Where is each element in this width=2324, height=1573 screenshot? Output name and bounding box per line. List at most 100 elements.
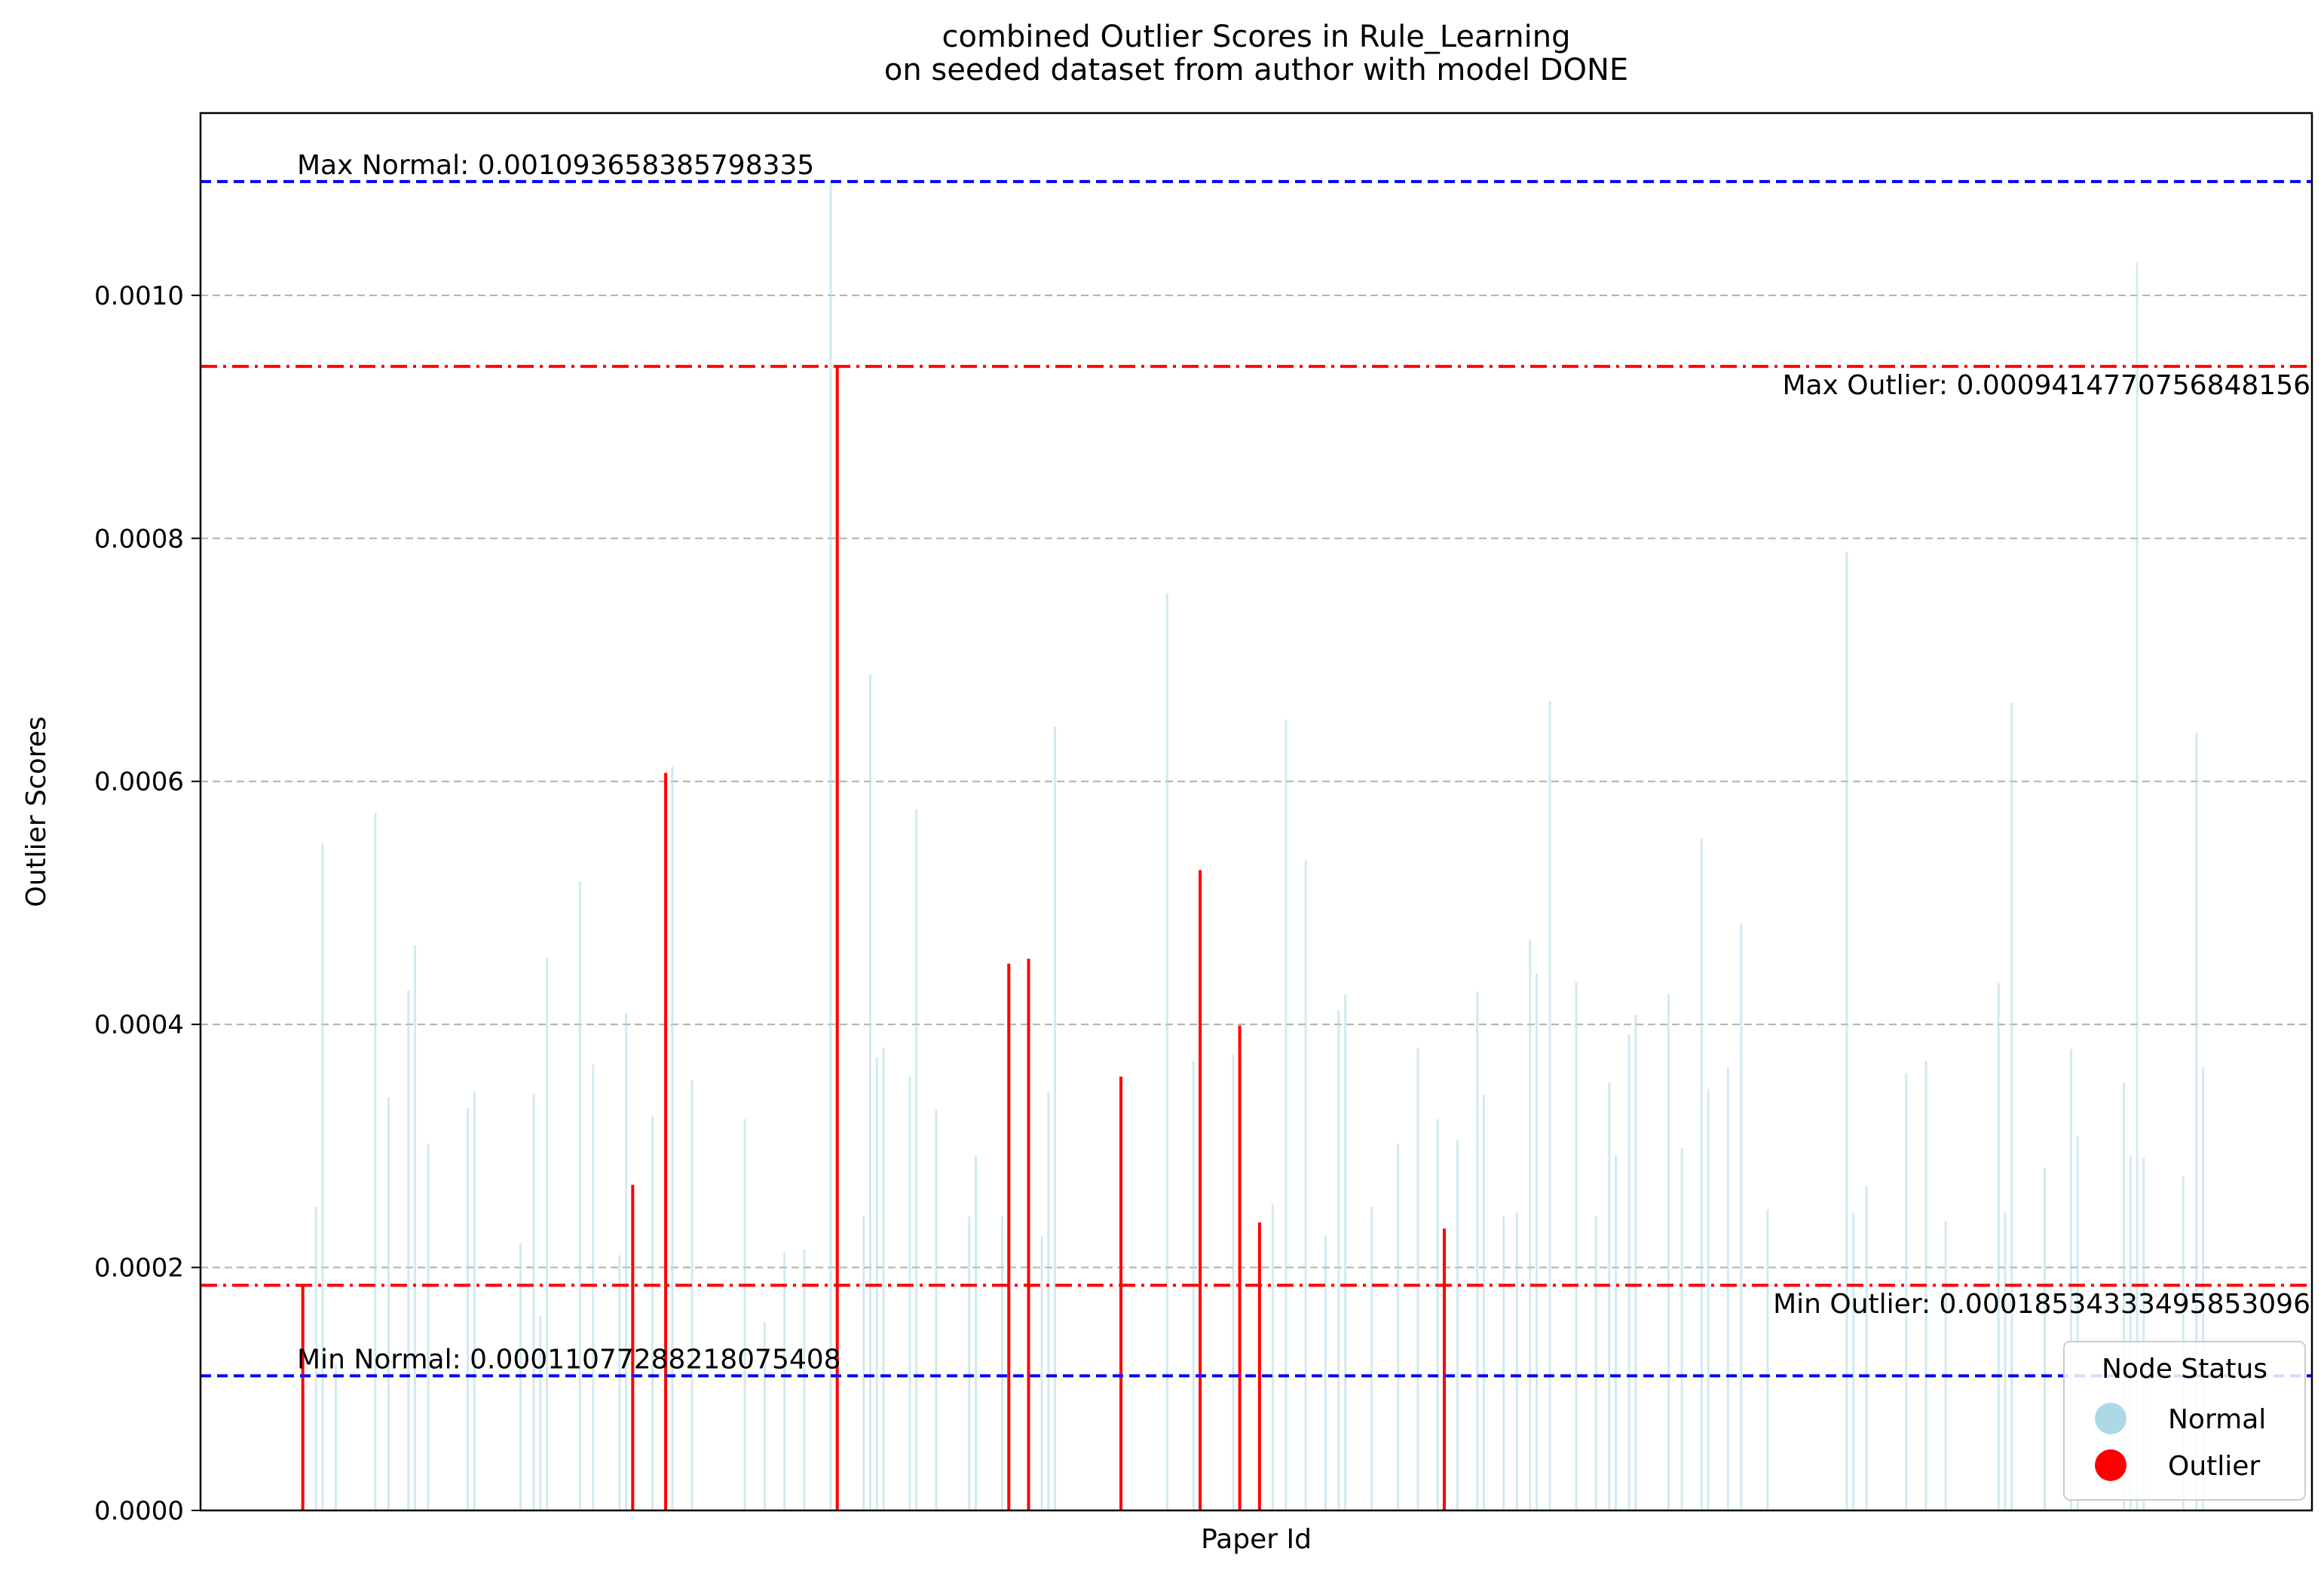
normal-bar (783, 1253, 786, 1510)
legend-marker (2095, 1449, 2127, 1481)
normal-bar (413, 945, 416, 1510)
normal-bar (1536, 973, 1539, 1510)
normal-bar (1515, 1213, 1518, 1510)
legend-marker (2095, 1403, 2127, 1434)
normal-bar (2010, 702, 2013, 1511)
normal-bar (1766, 1209, 1769, 1510)
reference-line-label: Min Outlier: 0.00018534333495853096 (1773, 1289, 2310, 1320)
legend-label: Outlier (2168, 1451, 2260, 1482)
y-gridlines (201, 294, 2312, 1268)
legend: Node Status Normal Outlier (2063, 1341, 2306, 1501)
normal-bar (651, 1115, 654, 1510)
normal-bar (2202, 1067, 2205, 1510)
outlier-bar (301, 1285, 305, 1510)
normal-bar (1001, 1216, 1004, 1510)
normal-bar (908, 1076, 911, 1510)
normal-bar (618, 1255, 621, 1510)
normal-bar (1667, 993, 1670, 1510)
normal-bar (1852, 1213, 1855, 1510)
normal-bar (690, 1080, 694, 1510)
y-tick-label: 0.0000 (94, 1496, 184, 1526)
y-tick-label: 0.0010 (94, 281, 184, 311)
normal-bar (1370, 1206, 1373, 1510)
normal-bar (2004, 1213, 2007, 1510)
reference-line-label: Max Outlier: 0.0009414770756848156 (1782, 370, 2310, 401)
normal-bar (1397, 1143, 1400, 1510)
normal-bar (2076, 1136, 2079, 1510)
normal-bar (1634, 1014, 1637, 1510)
normal-bar (2043, 1168, 2046, 1510)
normal-bar (1615, 1155, 1618, 1510)
outlier-bar (1007, 963, 1011, 1510)
normal-bar (829, 181, 832, 1510)
normal-bar (1476, 991, 1479, 1510)
outlier-bars (301, 366, 1446, 1510)
normal-bar (1271, 1204, 1274, 1510)
normal-bar (539, 1316, 542, 1510)
normal-bar (473, 1091, 476, 1510)
normal-bar (1324, 1235, 1327, 1510)
normal-bar (1700, 838, 1703, 1510)
normal-bar (915, 809, 918, 1510)
normal-bar (1608, 1082, 1611, 1510)
reference-line-label: Max Normal: 0.001093658385798335 (297, 150, 814, 181)
normal-bar (1997, 983, 2000, 1510)
y-axis: 0.0000 0.0002 0.0004 0.0006 0.0008 0.0010 (94, 281, 201, 1526)
normal-bar (1548, 701, 1551, 1510)
normal-bar (1707, 1088, 1710, 1510)
normal-bar (803, 1249, 806, 1510)
normal-bar (374, 813, 377, 1510)
normal-bar (1575, 981, 1578, 1510)
legend-label: Normal (2168, 1404, 2266, 1435)
normal-bar (467, 1108, 470, 1510)
y-tick-label: 0.0002 (94, 1253, 184, 1284)
normal-bar (882, 1047, 885, 1510)
normal-bar (2136, 262, 2139, 1511)
normal-bar (2195, 733, 2198, 1510)
chart-title: combined Outlier Scores in Rule_Learning… (884, 20, 1628, 87)
plot-frame (199, 112, 2313, 1512)
normal-bar (1232, 1054, 1235, 1510)
normal-bar (427, 1143, 430, 1510)
normal-bar (862, 1216, 865, 1510)
normal-bar (1054, 727, 1057, 1510)
normal-bar (1865, 1186, 1868, 1510)
normal-bar (1529, 939, 1532, 1510)
normal-bar (1304, 860, 1307, 1510)
x-axis-label: Paper Id (1201, 1524, 1312, 1555)
outlier-bar (1199, 870, 1202, 1510)
normal-bar (2123, 1082, 2126, 1510)
outlier-bar (1027, 959, 1030, 1510)
y-tick-label: 0.0004 (94, 1010, 184, 1040)
chart-title-line: on seeded dataset from author with model… (884, 53, 1628, 87)
outlier-bar (835, 366, 839, 1510)
normal-bar (2070, 1048, 2073, 1510)
normal-bar (314, 1206, 317, 1510)
reference-line-label: Min Normal: 0.00011077288218075408 (297, 1344, 841, 1375)
normal-bar (1502, 1216, 1505, 1510)
normal-bar (1594, 1216, 1597, 1510)
normal-bar (1482, 1094, 1485, 1510)
normal-bars (314, 181, 2205, 1511)
normal-bar (743, 1119, 746, 1510)
normal-bar (1845, 551, 1848, 1510)
normal-bar (334, 1364, 337, 1510)
normal-bar (868, 674, 871, 1510)
normal-bar (321, 843, 324, 1510)
outlier-bar (631, 1184, 635, 1510)
normal-bar (1456, 1140, 1459, 1510)
normal-bar (407, 990, 410, 1510)
normal-bar (1944, 1221, 1947, 1510)
normal-bar (1436, 1119, 1439, 1510)
normal-bar (592, 1064, 595, 1510)
chart-title-line: combined Outlier Scores in Rule_Learning (942, 20, 1570, 54)
normal-bar (1726, 1067, 1729, 1510)
normal-bar (1416, 1047, 1419, 1510)
normal-bar (1344, 993, 1347, 1510)
normal-bar (578, 880, 581, 1510)
normal-bar (763, 1322, 766, 1510)
outlier-bar (664, 773, 668, 1510)
normal-bar (532, 1094, 535, 1510)
normal-bar (1284, 719, 1288, 1510)
